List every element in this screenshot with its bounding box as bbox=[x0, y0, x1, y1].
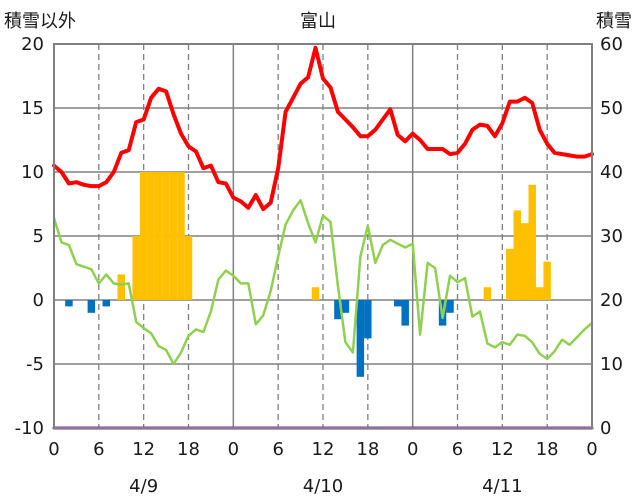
bar bbox=[139, 172, 148, 300]
bar bbox=[169, 172, 178, 300]
bar bbox=[521, 223, 529, 300]
x-tick-label: 6 bbox=[93, 439, 104, 460]
bar bbox=[483, 287, 492, 300]
bar bbox=[401, 300, 409, 326]
x-tick-label: 18 bbox=[536, 439, 559, 460]
right-tick-label: 20 bbox=[600, 290, 623, 311]
plot-frame bbox=[53, 43, 593, 429]
grid bbox=[54, 44, 592, 428]
x-tick-label: 18 bbox=[356, 439, 379, 460]
x-tick-label: 0 bbox=[48, 439, 59, 460]
right-tick-label: 0 bbox=[600, 418, 611, 439]
bar bbox=[356, 300, 365, 377]
x-tick-label: 0 bbox=[228, 439, 239, 460]
x-tick-label: 12 bbox=[312, 439, 335, 460]
bar bbox=[177, 172, 185, 300]
left-tick-label: -5 bbox=[26, 354, 44, 375]
bar bbox=[87, 300, 96, 313]
x-tick-label: 0 bbox=[586, 439, 597, 460]
left-axis-label: 積雪以外 bbox=[4, 11, 76, 32]
left-tick-label: 10 bbox=[21, 162, 44, 183]
bar bbox=[535, 287, 544, 300]
bar bbox=[506, 248, 514, 300]
date-label: 4/9 bbox=[129, 476, 158, 497]
bar bbox=[543, 261, 551, 300]
date-label: 4/11 bbox=[482, 476, 522, 497]
bar bbox=[132, 236, 140, 300]
bar bbox=[528, 184, 536, 300]
bar bbox=[102, 300, 111, 307]
bar bbox=[446, 300, 454, 313]
x-tick-label: 6 bbox=[272, 439, 283, 460]
x-tick-label: 12 bbox=[132, 439, 155, 460]
bar bbox=[147, 172, 155, 300]
bar bbox=[154, 172, 163, 300]
right-tick-label: 30 bbox=[600, 226, 623, 247]
right-tick-label: 10 bbox=[600, 354, 623, 375]
left-tick-label: 0 bbox=[33, 290, 44, 311]
bars bbox=[65, 172, 551, 377]
plot-border bbox=[53, 43, 593, 429]
left-tick-label: 5 bbox=[33, 226, 44, 247]
chart-title: 富山 bbox=[300, 11, 336, 32]
right-tick-label: 60 bbox=[600, 34, 623, 55]
bar bbox=[393, 300, 402, 307]
bar bbox=[184, 236, 193, 300]
x-tick-label: 12 bbox=[491, 439, 514, 460]
left-tick-label: -10 bbox=[15, 418, 44, 439]
bar bbox=[311, 287, 320, 300]
left-tick-label: 15 bbox=[21, 98, 44, 119]
bar bbox=[65, 300, 73, 307]
bar bbox=[117, 274, 125, 300]
right-tick-label: 40 bbox=[600, 162, 623, 183]
x-tick-label: 18 bbox=[177, 439, 200, 460]
bar bbox=[364, 300, 372, 339]
bar bbox=[341, 300, 350, 313]
bar bbox=[513, 210, 522, 300]
series-line bbox=[52, 198, 594, 366]
right-tick-label: 50 bbox=[600, 98, 623, 119]
x-tick-label: 6 bbox=[452, 439, 463, 460]
right-axis-label: 積雪 bbox=[596, 11, 632, 32]
bar bbox=[334, 300, 342, 320]
x-tick-label: 0 bbox=[407, 439, 418, 460]
left-tick-label: 20 bbox=[21, 34, 44, 55]
series-line bbox=[52, 45, 594, 212]
bar bbox=[162, 172, 170, 300]
date-label: 4/10 bbox=[303, 476, 343, 497]
